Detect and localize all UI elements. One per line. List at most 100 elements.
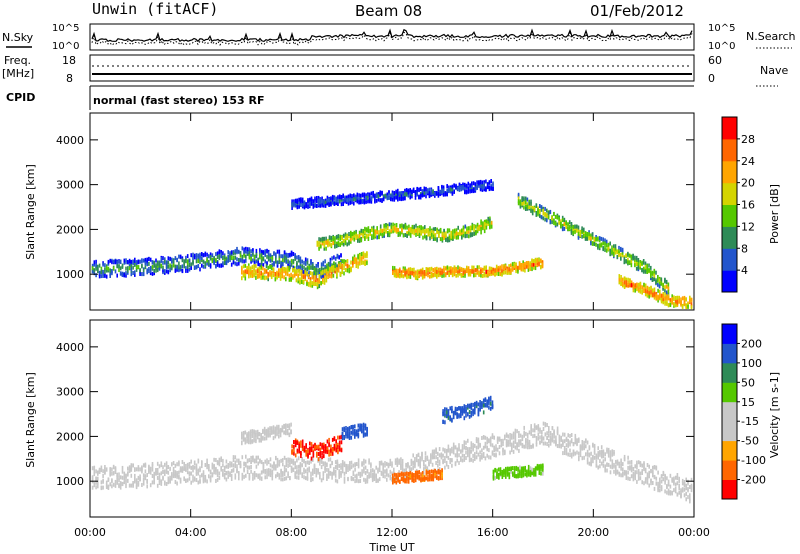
echo-cell — [379, 231, 382, 236]
echo-cell — [333, 201, 336, 206]
echo-cell — [423, 460, 425, 464]
echo-cell — [477, 445, 480, 450]
echo-cell — [241, 254, 244, 259]
echo-cell — [234, 460, 237, 465]
echo-cell — [460, 273, 463, 277]
echo-cell — [401, 462, 404, 467]
echo-cell — [502, 448, 504, 453]
echo-cell — [569, 448, 571, 453]
echo-cell — [327, 272, 329, 277]
echo-cell — [613, 250, 615, 255]
echo-cell — [479, 442, 481, 447]
echo-cell — [386, 195, 389, 200]
echo-cell — [127, 478, 129, 483]
echo-cell — [379, 227, 382, 232]
echo-cell — [326, 265, 328, 270]
echo-cell — [398, 191, 401, 196]
echo-cell — [457, 265, 459, 270]
echo-cell — [490, 269, 493, 274]
echo-cell — [486, 436, 488, 441]
echo-cell — [373, 469, 376, 474]
echo-cell — [653, 268, 656, 273]
echo-cell — [312, 457, 314, 462]
echo-cell — [427, 273, 429, 278]
echo-cell — [93, 260, 96, 265]
echo-cell — [642, 269, 645, 274]
echo-cell — [618, 253, 620, 258]
echo-cell — [476, 226, 479, 231]
echo-cell — [295, 269, 298, 274]
echo-cell — [402, 191, 404, 195]
echo-cell — [409, 192, 411, 197]
echo-cell — [326, 200, 329, 205]
echo-cell — [451, 458, 453, 463]
echo-cell — [97, 267, 99, 272]
echo-cell — [340, 197, 343, 202]
echo-cell — [629, 283, 631, 288]
echo-cell — [523, 432, 525, 437]
echo-cell — [280, 473, 282, 478]
echo-cell — [567, 433, 569, 438]
echo-cell — [651, 278, 654, 282]
echo-cell — [391, 194, 394, 198]
echo-cell — [372, 231, 375, 236]
echo-cell — [570, 230, 573, 235]
echo-cell — [355, 264, 358, 268]
echo-cell — [343, 471, 346, 476]
echo-cell — [334, 465, 337, 470]
echo-cell — [323, 239, 326, 244]
echo-cell — [623, 454, 626, 459]
echo-cell — [433, 450, 436, 455]
echo-cell — [406, 275, 408, 280]
noise-panel — [89, 23, 695, 51]
echo-cell — [488, 187, 491, 192]
echo-cell — [248, 250, 251, 255]
echo-cell — [301, 264, 303, 269]
echo-cell — [412, 465, 414, 470]
echo-cell — [259, 458, 261, 463]
echo-cell — [676, 481, 679, 486]
echo-cell — [186, 478, 189, 483]
echo-cell — [185, 266, 187, 271]
echo-cell — [409, 274, 412, 279]
echo-cell — [135, 480, 138, 485]
echo-cell — [678, 490, 680, 495]
echo-cell — [179, 468, 182, 473]
echo-cell — [251, 265, 254, 270]
echo-cell — [662, 294, 665, 299]
echo-cell — [657, 481, 659, 486]
echo-cell — [665, 280, 668, 285]
echo-cell — [404, 224, 407, 228]
echo-cell — [310, 459, 312, 464]
echo-cell — [266, 461, 268, 466]
echo-cell — [290, 250, 293, 255]
echo-cell — [340, 463, 342, 468]
echo-cell — [105, 480, 108, 485]
echo-cell — [271, 472, 274, 477]
echo-cell — [531, 267, 533, 272]
echo-cell — [248, 465, 251, 470]
y-tick-label: 3000 — [56, 179, 84, 192]
echo-cell — [266, 468, 268, 473]
echo-cell — [316, 285, 319, 290]
echo-cell — [512, 431, 515, 436]
echo-cell — [215, 252, 217, 257]
echo-cell — [339, 237, 341, 242]
echo-cell — [522, 260, 524, 265]
echo-cell — [151, 260, 154, 265]
echo-cell — [449, 458, 451, 462]
echo-cell — [146, 479, 148, 484]
echo-cell — [262, 263, 265, 268]
echo-cell — [353, 254, 356, 259]
echo-cell — [482, 454, 485, 458]
echo-cell — [634, 464, 636, 469]
echo-cell — [323, 280, 326, 285]
echo-cell — [343, 463, 346, 468]
echo-cell — [399, 269, 401, 274]
echo-cell — [533, 428, 536, 433]
echo-cell — [438, 461, 441, 466]
echo-cell — [650, 270, 652, 275]
echo-cell — [443, 232, 445, 237]
echo-cell — [197, 468, 200, 473]
echo-cell — [428, 459, 430, 464]
